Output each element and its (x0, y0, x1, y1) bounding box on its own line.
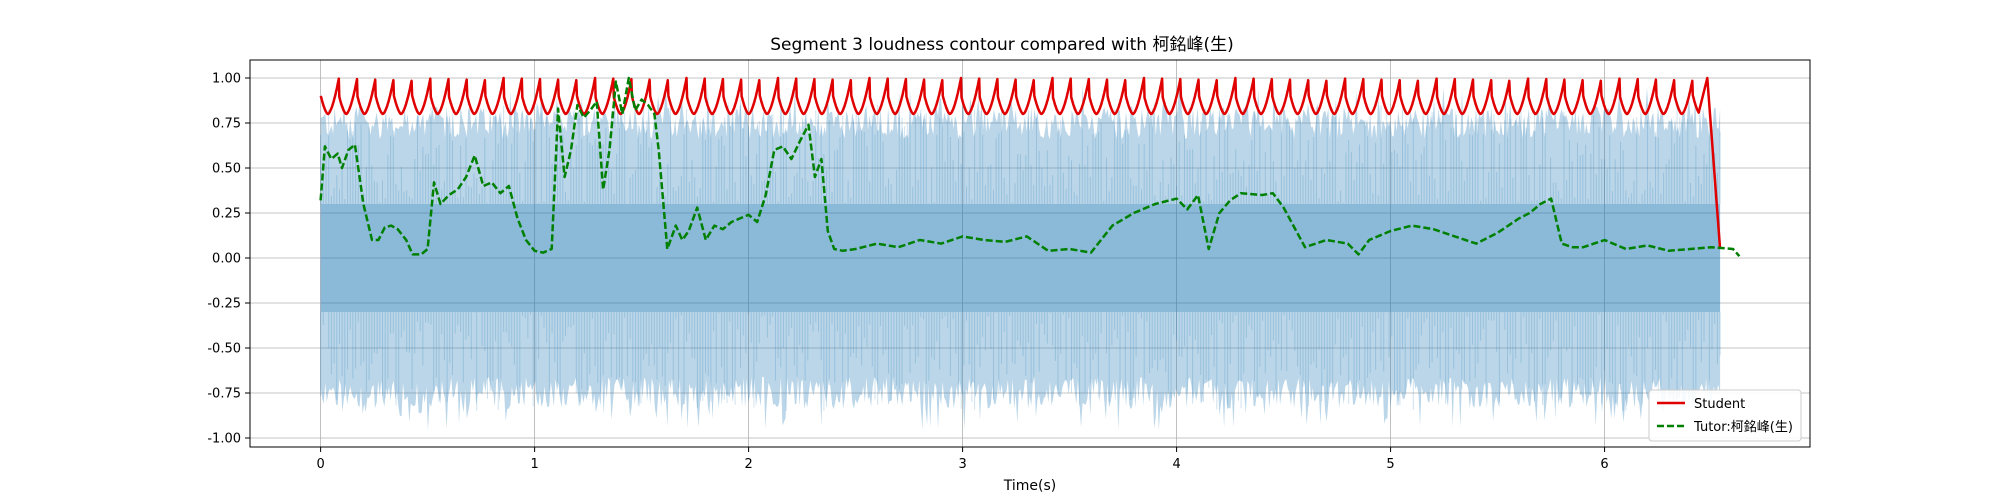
x-axis-label: Time(s) (1003, 478, 1056, 494)
legend: Student Tutor:柯銘峰(生) (1648, 389, 1802, 442)
y-tick-label: 0.50 (212, 162, 241, 177)
waveform-texture (320, 105, 1721, 411)
y-tick-label: 0.00 (212, 252, 241, 267)
waveform-core (320, 204, 1721, 312)
legend-label-student: Student (1694, 397, 1745, 412)
x-tick-label: 0 (316, 457, 324, 472)
y-tick-label: -0.25 (207, 297, 241, 312)
legend-label-tutor: Tutor:柯銘峰(生) (1693, 420, 1793, 435)
series-line-student (319, 76, 1722, 250)
y-tick-label: -0.75 (207, 387, 241, 402)
y-tick-label: -0.50 (207, 342, 241, 357)
x-tick-label: 6 (1600, 457, 1608, 472)
y-tick-label: 0.75 (212, 117, 241, 132)
x-tick-label: 5 (1386, 457, 1394, 472)
y-tick-label: 0.25 (212, 207, 241, 222)
waveform-envelope (320, 85, 1721, 431)
chart-title: Segment 3 loudness contour compared with… (770, 35, 1233, 55)
waveform-area (320, 85, 1721, 431)
y-axis-ticks: 1.00 0.75 0.50 0.25 0.00 -0.25 -0.50 -0.75 -1.00 (207, 72, 250, 447)
series-line-tutor (319, 76, 1741, 258)
legend-frame (1648, 389, 1802, 442)
x-tick-label: 2 (744, 457, 752, 472)
x-tick-label: 1 (530, 457, 538, 472)
y-tick-label: 1.00 (212, 72, 241, 87)
x-axis-ticks: 0 1 2 3 4 5 6 (316, 447, 1609, 472)
series-lines (319, 76, 1741, 258)
y-tick-label: -1.00 (207, 432, 241, 447)
grid-lines (250, 60, 1810, 447)
x-tick-label: 3 (958, 457, 966, 472)
plot-frame (249, 59, 1811, 448)
x-tick-label: 4 (1172, 457, 1180, 472)
